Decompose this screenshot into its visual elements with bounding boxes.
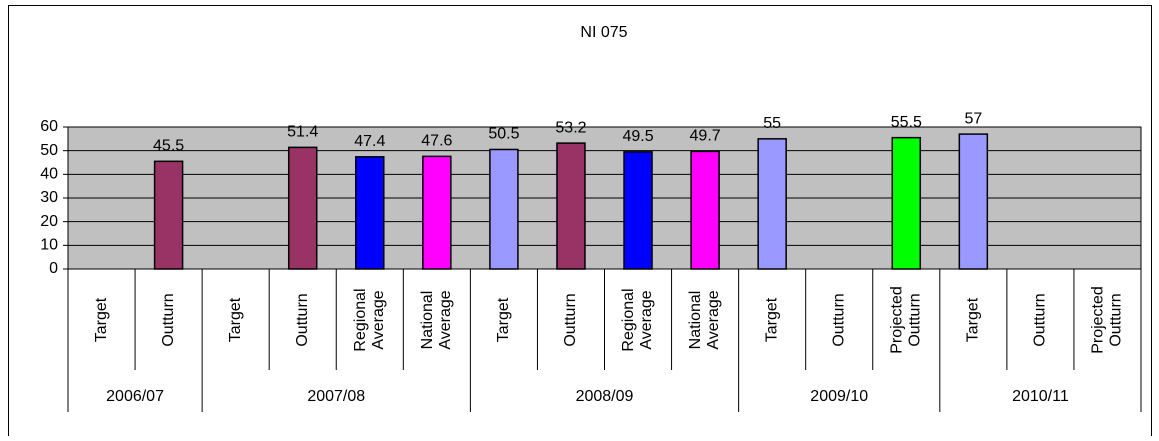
value-label: 53.2 [555, 119, 586, 136]
x-tick-label: ProjectedOutturn [1090, 286, 1125, 354]
bar [287, 146, 318, 270]
group-label: 2006/07 [106, 388, 164, 405]
x-tick-label: Outturn [830, 293, 847, 346]
x-tick-label: Target [227, 297, 244, 342]
group-label: 2009/10 [810, 388, 868, 405]
value-label: 55.5 [891, 114, 922, 131]
bar [153, 160, 184, 270]
x-tick-label: NationalAverage [419, 290, 454, 349]
x-tick-label-line: National [419, 291, 436, 350]
y-tick-label: 40 [40, 166, 58, 183]
x-tick-label-line: Average [705, 290, 722, 349]
x-tick-label: RegionalAverage [620, 288, 655, 351]
value-label: 47.6 [421, 133, 452, 150]
x-tick-label-line: Projected [889, 286, 906, 354]
x-tick-label-line: National [687, 291, 704, 350]
y-tick-label: 30 [40, 189, 58, 206]
y-tick-label: 50 [40, 142, 58, 159]
x-tick-label: NationalAverage [687, 290, 722, 349]
bar [690, 150, 720, 270]
bar [757, 138, 787, 270]
bar [891, 136, 922, 270]
x-tick-label-line: Average [638, 290, 655, 349]
y-tick-label: 20 [40, 213, 58, 230]
bar [422, 155, 452, 270]
value-label: 49.7 [690, 128, 721, 145]
bar [623, 151, 653, 270]
x-tick-label: ProjectedOutturn [889, 286, 924, 354]
x-tick-label: Target [495, 297, 512, 342]
x-tick-label-line: Regional [352, 288, 369, 351]
y-tick-label: 60 [40, 118, 58, 135]
value-label: 47.4 [354, 133, 385, 150]
y-tick-label: 0 [49, 260, 58, 277]
x-tick-label: RegionalAverage [352, 288, 387, 351]
x-tick-label: Outturn [294, 293, 311, 346]
x-tick-label: Target [763, 297, 780, 342]
x-tick-label-line: Regional [620, 288, 637, 351]
x-tick-label-line: Outturn [907, 293, 924, 346]
chart-title: NI 075 [580, 24, 627, 41]
value-label: 45.5 [153, 138, 184, 155]
x-tick-label: Target [965, 297, 982, 342]
value-label: 55 [763, 115, 781, 132]
value-label: 51.4 [287, 124, 318, 141]
bar [489, 148, 519, 270]
bar [958, 133, 989, 270]
group-label: 2007/08 [307, 388, 365, 405]
value-label: 49.5 [622, 128, 653, 145]
bar [556, 142, 586, 270]
x-tick-label-line: Average [370, 290, 387, 349]
x-tick-label-line: Projected [1090, 286, 1107, 354]
x-tick-label: Outturn [562, 293, 579, 346]
group-label: 2010/11 [1012, 388, 1069, 405]
x-tick-label-line: Outturn [1108, 293, 1125, 346]
value-label: 57 [964, 110, 982, 127]
group-label: 2008/09 [576, 388, 634, 405]
y-tick-label: 10 [40, 237, 58, 254]
value-label: 50.5 [488, 126, 519, 143]
x-tick-label: Target [93, 297, 110, 342]
x-tick-label-line: Average [437, 290, 454, 349]
x-tick-label: Outturn [1032, 293, 1049, 346]
bar [355, 156, 385, 270]
x-tick-label: Outturn [160, 293, 177, 346]
